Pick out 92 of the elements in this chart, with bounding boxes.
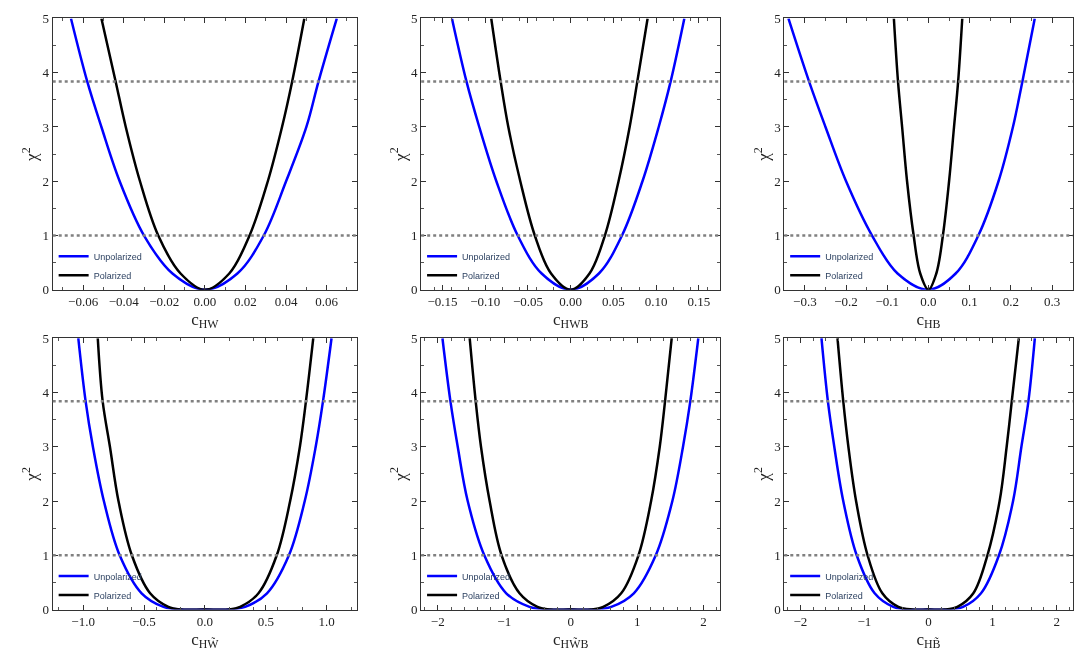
y-tick-label: 2 [42, 493, 50, 509]
line-series [787, 18, 1037, 290]
y-tick-label: 1 [411, 228, 418, 244]
x-axis-title: c$_{HW}$ [191, 309, 220, 332]
y-tick-label: 0 [774, 282, 781, 298]
x-tick-label: −0.06 [68, 294, 99, 310]
y-tick-label: 2 [411, 173, 418, 189]
x-axis-title: c$_{HW̃B}$ [553, 629, 589, 652]
y-tick-label: 2 [774, 493, 781, 509]
y-tick-label: 3 [411, 439, 418, 455]
x-tick-label: −0.3 [793, 294, 817, 310]
y-tick-label: 3 [42, 119, 50, 135]
x-tick-label: −1 [857, 614, 872, 630]
y-tick-label: 5 [411, 11, 418, 27]
legend-label: Polarized [93, 590, 132, 601]
x-tick-label: 0.02 [234, 294, 257, 310]
x-tick-label: 0.2 [1002, 294, 1019, 310]
y-tick-label: 1 [42, 228, 50, 244]
y-tick-label: 1 [774, 547, 781, 563]
y-tick-label: 4 [411, 385, 419, 401]
x-axis-title: c$_{HB̃}$ [916, 629, 941, 652]
y-tick-label: 2 [774, 173, 781, 189]
line-series [441, 338, 700, 610]
y-tick-label: 0 [411, 602, 418, 618]
x-tick-label: 0.05 [602, 294, 625, 310]
legend-label: Polarized [825, 590, 863, 601]
y-tick-label: 5 [42, 11, 50, 27]
y-tick-label: 4 [774, 65, 782, 81]
y-tick-label: 5 [411, 330, 418, 346]
y-tick-label: 1 [774, 228, 781, 244]
x-tick-label: −2 [793, 614, 808, 630]
legend-label: Polarized [462, 270, 500, 281]
x-tick-label: 0.04 [274, 294, 298, 310]
x-axis-title: c$_{HW̃}$ [191, 629, 220, 652]
y-tick-label: 1 [42, 547, 50, 563]
x-tick-label: 0 [567, 614, 574, 630]
legend-label: Polarized [93, 270, 132, 281]
x-tick-label: 1 [633, 614, 641, 630]
x-tick-label: 0.0 [196, 614, 214, 630]
x-axis-title: c$_{HWB}$ [553, 309, 589, 332]
x-tick-label: 0.06 [315, 294, 339, 310]
x-tick-label: −1 [497, 614, 512, 630]
x-tick-label: 1 [989, 614, 996, 630]
legend-label: Unpolarized [93, 251, 142, 262]
line-series [69, 18, 339, 290]
y-tick-label: 4 [42, 65, 50, 81]
legend-label: Polarized [825, 270, 863, 281]
y-tick-label: 1 [411, 547, 418, 563]
x-tick-label: −0.15 [427, 294, 458, 310]
x-tick-label: −0.5 [132, 614, 156, 630]
legend-label: Unpolarized [462, 251, 511, 262]
line-series [450, 18, 686, 290]
x-tick-label: 2 [1053, 614, 1060, 630]
y-tick-label: 4 [42, 385, 50, 401]
x-axis-title: c$_{HB}$ [916, 309, 941, 332]
x-tick-label: 0.10 [644, 294, 668, 310]
y-tick-label: 0 [42, 602, 50, 618]
y-tick-label: 0 [42, 282, 50, 298]
x-tick-label: 0.15 [687, 294, 711, 310]
x-tick-label: −0.2 [834, 294, 858, 310]
x-tick-label: 0.3 [1043, 294, 1061, 310]
x-tick-label: −1.0 [71, 614, 95, 630]
line-series [892, 18, 964, 290]
x-tick-label: −0.02 [149, 294, 180, 310]
x-tick-label: 0.00 [193, 294, 217, 310]
x-tick-label: −0.1 [875, 294, 900, 310]
x-tick-label: 0.00 [559, 294, 583, 310]
y-tick-label: 0 [774, 602, 781, 618]
x-tick-label: 0.5 [257, 614, 274, 630]
y-tick-label: 5 [774, 11, 781, 27]
y-tick-label: 0 [411, 282, 418, 298]
y-tick-label: 3 [411, 119, 418, 135]
x-tick-label: 0 [925, 614, 932, 630]
legend-label: Unpolarized [825, 251, 874, 262]
y-tick-label: 5 [774, 330, 781, 346]
x-tick-label: −0.04 [108, 294, 140, 310]
x-tick-label: 1.0 [318, 614, 335, 630]
y-tick-label: 2 [411, 493, 418, 509]
y-tick-label: 5 [42, 330, 50, 346]
y-tick-label: 4 [411, 65, 419, 81]
x-tick-label: −0.05 [512, 294, 544, 310]
y-tick-label: 3 [774, 439, 781, 455]
legend-label: Polarized [462, 590, 500, 601]
y-tick-label: 3 [42, 439, 50, 455]
y-tick-label: 3 [774, 119, 781, 135]
x-tick-label: −0.10 [470, 294, 501, 310]
x-tick-label: 2 [700, 614, 707, 630]
x-tick-label: −2 [430, 614, 445, 630]
y-tick-label: 4 [774, 385, 782, 401]
x-tick-label: 0.0 [920, 294, 937, 310]
x-tick-label: 0.1 [961, 294, 978, 310]
y-tick-label: 2 [42, 173, 50, 189]
